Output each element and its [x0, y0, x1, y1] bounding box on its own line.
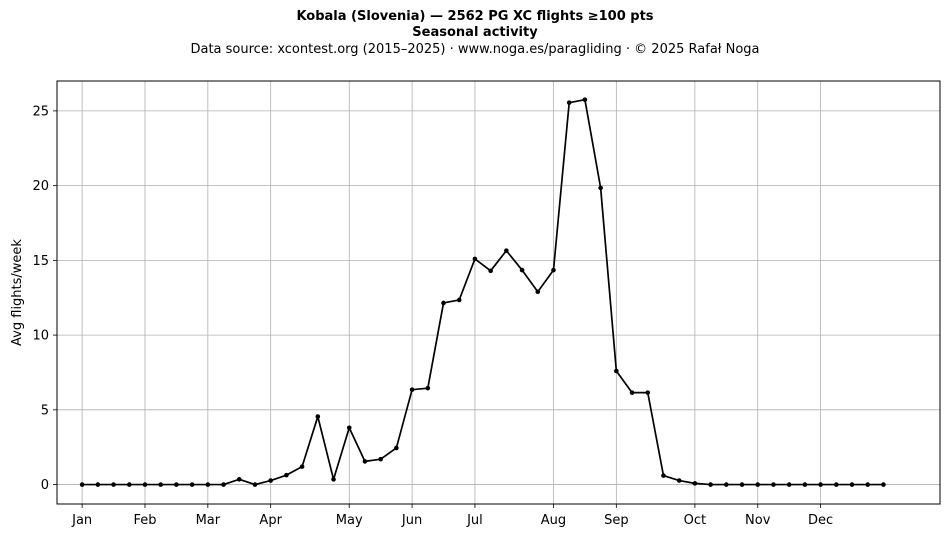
- data-point: [409, 387, 415, 392]
- data-point: [519, 267, 525, 273]
- data-point: [299, 464, 305, 469]
- data-point: [724, 482, 729, 487]
- data-point: [142, 482, 148, 487]
- y-tick-label: 25: [32, 104, 49, 119]
- data-point: [504, 248, 509, 253]
- data-point: [425, 385, 431, 391]
- data-point: [268, 478, 273, 483]
- data-point: [488, 268, 493, 274]
- y-tick-label: 5: [41, 403, 49, 418]
- data-point: [676, 478, 682, 483]
- x-axis: Jan Feb Mar Apr May Jun Jul Aug Sep Oct Nov Dec: [71, 504, 833, 528]
- x-tick-label: Apr: [259, 513, 282, 528]
- y-tick-label: 20: [32, 179, 49, 194]
- data-point: [786, 482, 792, 487]
- data-point: [661, 473, 666, 478]
- y-axis: 0 5 10 15 20 25: [32, 104, 57, 493]
- data-point: [535, 289, 541, 295]
- x-tick-label: Jul: [466, 513, 483, 528]
- data-point: [614, 368, 619, 374]
- grid-lines: [57, 81, 940, 504]
- data-point: [331, 477, 336, 482]
- x-tick-label: Aug: [541, 513, 566, 528]
- data-point: [771, 482, 776, 487]
- data-point: [598, 185, 603, 191]
- data-point: [362, 459, 368, 464]
- x-tick-label: Dec: [808, 513, 833, 528]
- plot-frame: [56, 80, 941, 505]
- data-point: [284, 472, 289, 478]
- data-point: [221, 482, 226, 487]
- y-tick-label: 15: [32, 254, 49, 269]
- data-point: [708, 482, 713, 487]
- x-tick-label: Oct: [684, 513, 706, 528]
- y-tick-label: 0: [41, 478, 49, 493]
- data-point: [692, 481, 698, 486]
- source-line: Data source: xcontest.org (2015–2025) · …: [190, 42, 760, 57]
- data-point: [158, 482, 163, 487]
- data-point: [472, 256, 478, 262]
- x-tick-label: Nov: [745, 513, 771, 528]
- x-tick-label: Sep: [604, 513, 629, 528]
- data-point: [126, 482, 132, 487]
- x-tick-label: Mar: [196, 513, 221, 528]
- x-tick-label: Jun: [401, 513, 422, 528]
- data-point: [236, 477, 242, 482]
- data-point: [818, 482, 823, 487]
- x-tick-label: Jan: [71, 513, 92, 528]
- data-point: [378, 456, 383, 462]
- y-tick-label: 10: [32, 329, 49, 344]
- data-point: [802, 482, 808, 487]
- data-point: [849, 482, 855, 487]
- x-tick-label: Feb: [133, 513, 156, 528]
- data-point: [566, 100, 572, 105]
- data-point: [582, 97, 588, 102]
- y-axis-label: Avg flights/week: [10, 239, 25, 346]
- data-point: [834, 482, 839, 487]
- title-block: Kobala (Slovenia) — 2562 PG XC flights ≥…: [0, 8, 950, 59]
- data-point: [881, 482, 886, 487]
- series-line: [82, 98, 884, 486]
- data-point: [441, 300, 446, 306]
- data-point: [174, 482, 179, 487]
- data-point: [189, 482, 195, 487]
- data-point: [315, 414, 321, 419]
- data-point: [629, 390, 635, 395]
- data-point: [111, 482, 116, 487]
- data-point: [205, 482, 211, 487]
- data-point: [79, 482, 85, 487]
- data-point: [456, 297, 462, 303]
- data-point: [739, 482, 745, 487]
- data-point: [346, 425, 352, 431]
- data-point: [551, 267, 556, 273]
- data-point: [645, 390, 651, 395]
- data-point: [755, 482, 761, 487]
- data-point: [252, 482, 258, 487]
- chart-subtitle: Seasonal activity: [412, 25, 538, 40]
- data-point: [95, 482, 101, 487]
- data-point: [394, 445, 399, 451]
- data-point: [865, 482, 871, 487]
- series-layer: [79, 97, 886, 487]
- chart-title: Kobala (Slovenia) — 2562 PG XC flights ≥…: [296, 9, 654, 24]
- x-tick-label: May: [336, 513, 363, 528]
